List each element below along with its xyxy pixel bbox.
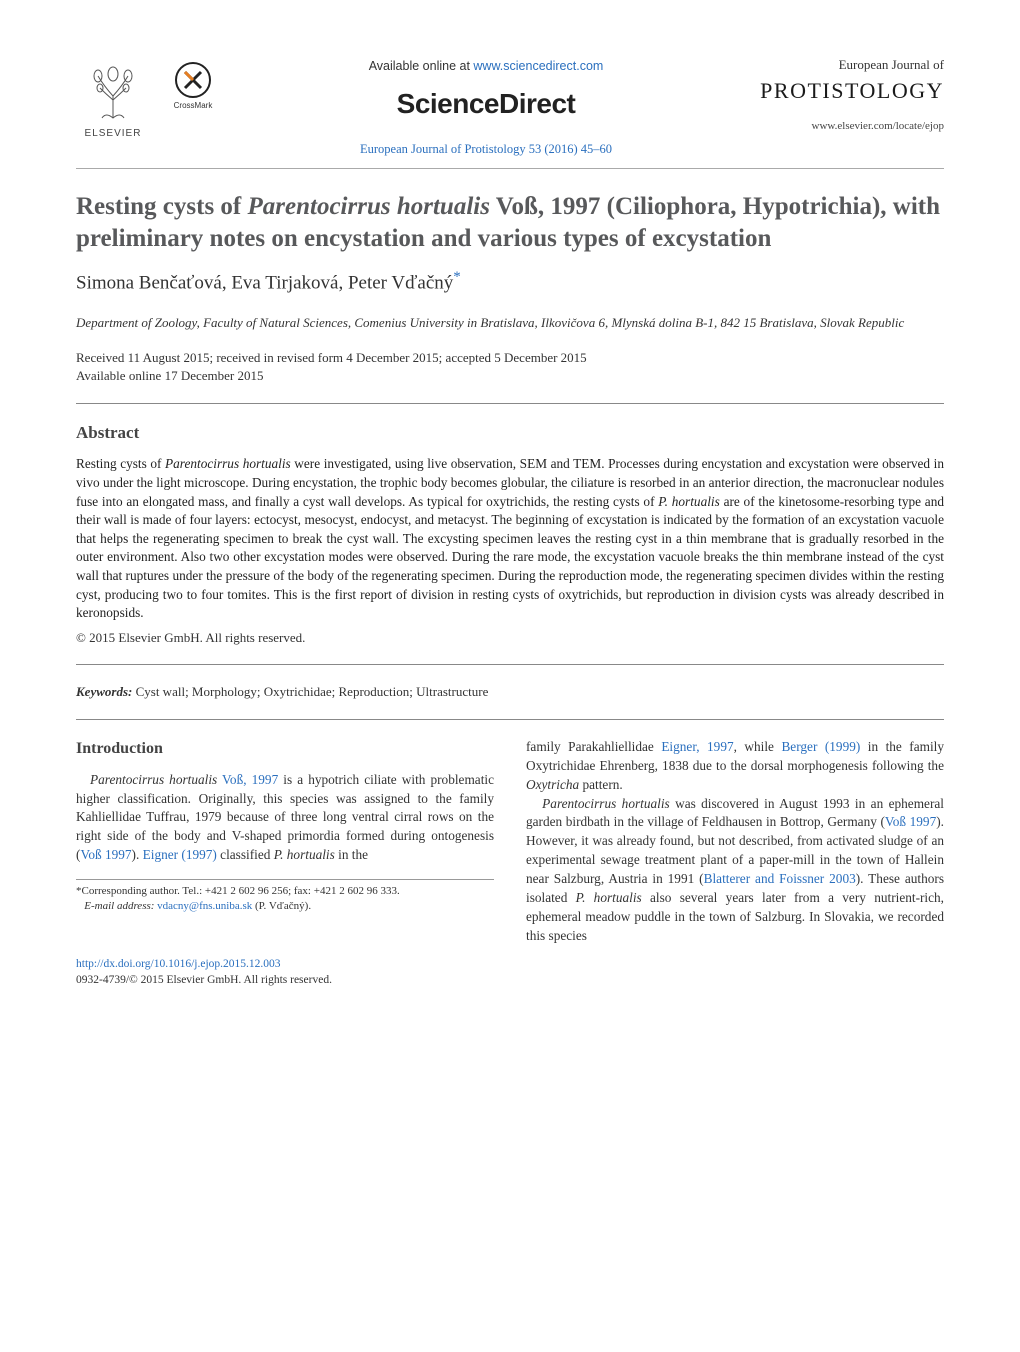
copyright-line: © 2015 Elsevier GmbH. All rights reserve… [76, 629, 944, 647]
right-column-text: family Parakahliellidae Eigner, 1997, wh… [526, 738, 944, 946]
article-title: Resting cysts of Parentocirrus hortualis… [76, 191, 944, 255]
sciencedirect-block: Available online at www.sciencedirect.co… [236, 56, 736, 158]
corresponding-author: *Corresponding author. Tel.: +421 2 602 … [76, 884, 494, 899]
introduction-heading: Introduction [76, 738, 494, 761]
abstract-heading: Abstract [76, 422, 944, 445]
header-rule [76, 168, 944, 169]
elsevier-tree-icon [81, 65, 145, 125]
crossmark-icon [175, 62, 211, 98]
dates-online: Available online 17 December 2015 [76, 367, 944, 385]
abstract-text: Resting cysts of Parentocirrus hortualis… [76, 456, 944, 620]
email-whom: (P. Vďačný). [255, 900, 311, 912]
doi-url[interactable]: http://dx.doi.org/10.1016/j.ejop.2015.12… [76, 956, 944, 972]
footnotes: *Corresponding author. Tel.: +421 2 602 … [76, 879, 494, 914]
elsevier-logo: ELSEVIER [76, 56, 150, 140]
doi-block: http://dx.doi.org/10.1016/j.ejop.2015.12… [76, 956, 944, 988]
rule-below-abstract [76, 664, 944, 665]
authors: Simona Benčaťová, Eva Tirjaková, Peter V… [76, 267, 944, 296]
journal-brand-line2: PROTISTOLOGY [754, 76, 944, 106]
issn-copyright: 0932-4739/© 2015 Elsevier GmbH. All righ… [76, 972, 944, 988]
elsevier-label: ELSEVIER [85, 127, 142, 141]
dates-received: Received 11 August 2015; received in rev… [76, 349, 944, 367]
keywords-label: Keywords: [76, 684, 132, 699]
email-address[interactable]: vdacny@fns.uniba.sk [157, 900, 252, 912]
article-dates: Received 11 August 2015; received in rev… [76, 349, 944, 385]
journal-locate-url[interactable]: www.elsevier.com/locate/ejop [754, 119, 944, 134]
email-line: E-mail address: vdacny@fns.uniba.sk (P. … [76, 899, 494, 914]
available-prefix: Available online at [369, 59, 474, 73]
abstract-body: Resting cysts of Parentocirrus hortualis… [76, 455, 944, 622]
affiliation: Department of Zoology, Faculty of Natura… [76, 314, 944, 332]
journal-brand: European Journal of PROTISTOLOGY www.els… [754, 56, 944, 134]
keywords-text: Cyst wall; Morphology; Oxytrichidae; Rep… [132, 684, 488, 699]
body-columns: Introduction Parentocirrus hortualis Voß… [76, 738, 944, 946]
sciencedirect-wordmark: ScienceDirect [236, 85, 736, 123]
journal-brand-line1: European Journal of [754, 56, 944, 74]
page-header: ELSEVIER CrossMark Available online at w… [76, 56, 944, 158]
right-column: family Parakahliellidae Eigner, 1997, wh… [526, 738, 944, 946]
rule-above-abstract [76, 403, 944, 404]
sciencedirect-url[interactable]: www.sciencedirect.com [473, 59, 603, 73]
email-label: E-mail address: [84, 900, 154, 912]
crossmark-label: CrossMark [174, 101, 213, 112]
journal-reference[interactable]: European Journal of Protistology 53 (201… [236, 141, 736, 158]
left-column-text: Parentocirrus hortualis Voß, 1997 is a h… [76, 771, 494, 865]
rule-below-keywords [76, 719, 944, 720]
left-column: Introduction Parentocirrus hortualis Voß… [76, 738, 494, 946]
keywords: Keywords: Cyst wall; Morphology; Oxytric… [76, 683, 944, 701]
crossmark-badge[interactable]: CrossMark [168, 62, 218, 112]
available-online-text: Available online at www.sciencedirect.co… [236, 58, 736, 75]
